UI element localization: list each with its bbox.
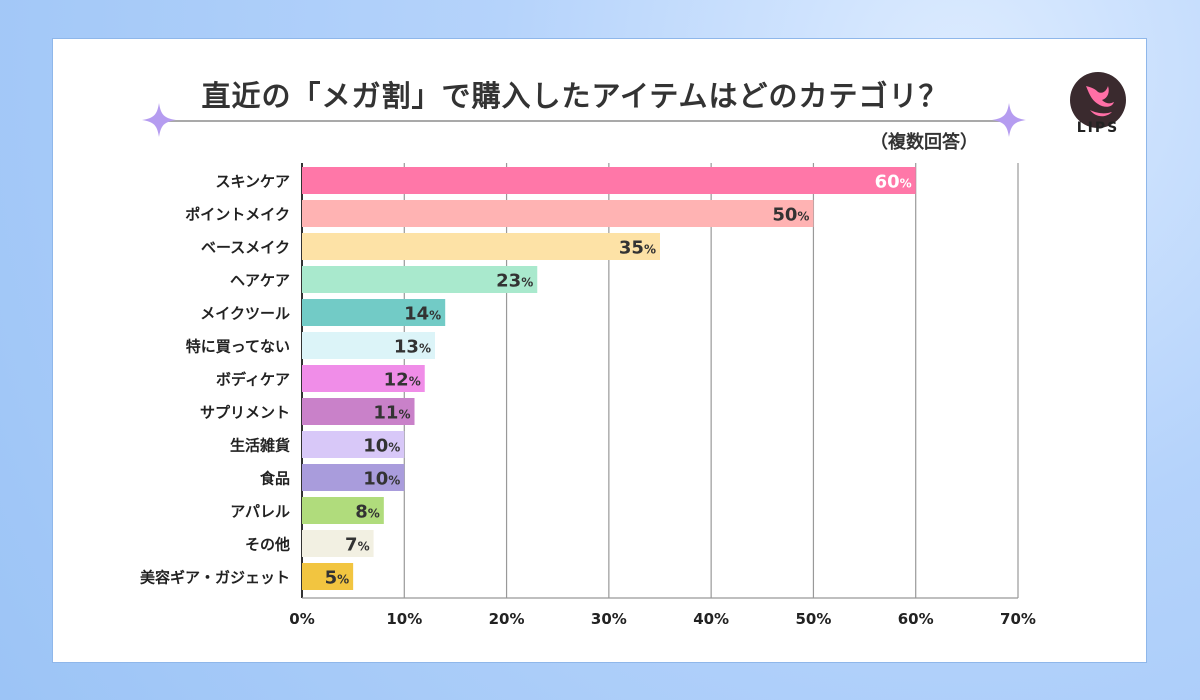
- category-label: アパレル: [230, 503, 290, 521]
- category-label: 食品: [260, 470, 290, 488]
- bar: [302, 200, 814, 227]
- category-label: ポイントメイク: [185, 206, 290, 224]
- chart-subtitle: （複数回答）: [870, 132, 978, 153]
- bar: [302, 431, 405, 458]
- category-label: サプリメント: [200, 404, 290, 422]
- category-label: その他: [245, 536, 290, 554]
- x-tick-label: 30%: [591, 610, 627, 628]
- data-label: 7%: [345, 535, 370, 556]
- data-label: 23%: [496, 271, 533, 292]
- brand-name: LIPS: [1076, 120, 1120, 136]
- sparkle-icon: [992, 103, 1026, 137]
- bar: [302, 398, 415, 425]
- data-label: 14%: [404, 304, 441, 325]
- category-label: メイクツール: [200, 305, 290, 323]
- category-label: 生活雑貨: [230, 437, 290, 455]
- chart-card: [52, 38, 1147, 663]
- data-label: 35%: [619, 238, 656, 259]
- category-label: ベースメイク: [201, 239, 290, 257]
- x-tick-label: 60%: [898, 610, 934, 628]
- data-label: 13%: [394, 337, 431, 358]
- chart-title: 直近の「メガ割」で購入したアイテムはどのカテゴリ？: [201, 79, 949, 113]
- x-tick-label: 0%: [289, 610, 314, 628]
- data-label: 50%: [772, 205, 809, 226]
- bar: [302, 464, 405, 491]
- sparkle-icon: [142, 103, 176, 137]
- bar: [302, 299, 446, 326]
- x-tick-label: 20%: [489, 610, 525, 628]
- bar: [302, 332, 435, 359]
- title-underline: [160, 120, 1010, 122]
- bar: [302, 497, 384, 524]
- data-label: 11%: [373, 403, 410, 424]
- bar: [302, 563, 354, 590]
- bar: [302, 266, 538, 293]
- data-label: 12%: [384, 370, 421, 391]
- bar: [302, 365, 425, 392]
- bar: [302, 167, 916, 194]
- x-tick-label: 10%: [386, 610, 422, 628]
- category-label: ヘアケア: [230, 272, 290, 290]
- x-tick-label: 50%: [795, 610, 831, 628]
- category-label: 美容ギア・ガジェット: [140, 569, 290, 587]
- data-label: 10%: [363, 436, 400, 457]
- category-label: ボディケア: [216, 371, 290, 389]
- data-label: 60%: [875, 172, 912, 193]
- category-label: スキンケア: [215, 173, 290, 191]
- category-label: 特に買ってない: [186, 338, 290, 356]
- bar: [302, 530, 374, 557]
- x-tick-label: 40%: [693, 610, 729, 628]
- lips-logo-icon: [1070, 72, 1126, 128]
- data-label: 8%: [355, 502, 380, 523]
- x-tick-label: 70%: [1000, 610, 1036, 628]
- data-label: 5%: [325, 568, 350, 589]
- data-label: 10%: [363, 469, 400, 490]
- bar: [302, 233, 660, 260]
